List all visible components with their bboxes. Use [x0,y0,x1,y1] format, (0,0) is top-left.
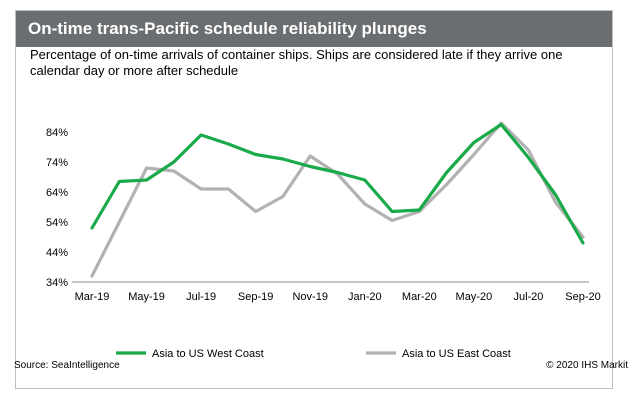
source-note: Source: SeaIntelligence [14,360,120,371]
x-tick-label: Mar-20 [402,291,437,303]
x-tick-label: Sep-19 [238,291,273,303]
x-tick-label: Nov-19 [292,291,327,303]
series-line-east-coast [90,121,585,278]
x-tick-label: Jul-20 [513,291,543,303]
legend-label-east-coast: Asia to US East Coast [402,348,511,360]
x-tick-label: Jan-20 [348,291,382,303]
y-tick-label: 74% [46,157,68,169]
y-tick-label: 64% [46,187,68,199]
y-tick-label: 54% [46,217,68,229]
x-tick-label: May-20 [456,291,493,303]
x-tick-label: Mar-19 [75,291,110,303]
series-line-west-coast [90,122,585,245]
y-tick-label: 44% [46,247,68,259]
page-title: On-time trans-Pacific schedule reliabili… [28,19,427,38]
x-tick-label: Sep-20 [565,291,600,303]
title-bar: On-time trans-Pacific schedule reliabili… [16,11,612,47]
y-tick-label: 84% [46,127,68,139]
x-tick-label: May-19 [128,291,165,303]
y-tick-label: 34% [46,277,68,289]
chart-axes: 34% 44% 54% 64% 74% 84% Mar-19 May-19 Jul-19 Sep-… [46,127,601,303]
chart-subtitle: Percentage of on-time arrivals of contai… [30,47,563,78]
x-tick-label: Jul-19 [186,291,216,303]
legend-label-west-coast: Asia to US West Coast [152,348,264,360]
copyright-note: © 2020 IHS Markit [546,360,628,371]
chart-frame: On-time trans-Pacific schedule reliabili… [15,10,613,389]
chart-series [90,121,585,278]
chart-legend: Asia to US West Coast Asia to US East Coa… [116,348,511,360]
